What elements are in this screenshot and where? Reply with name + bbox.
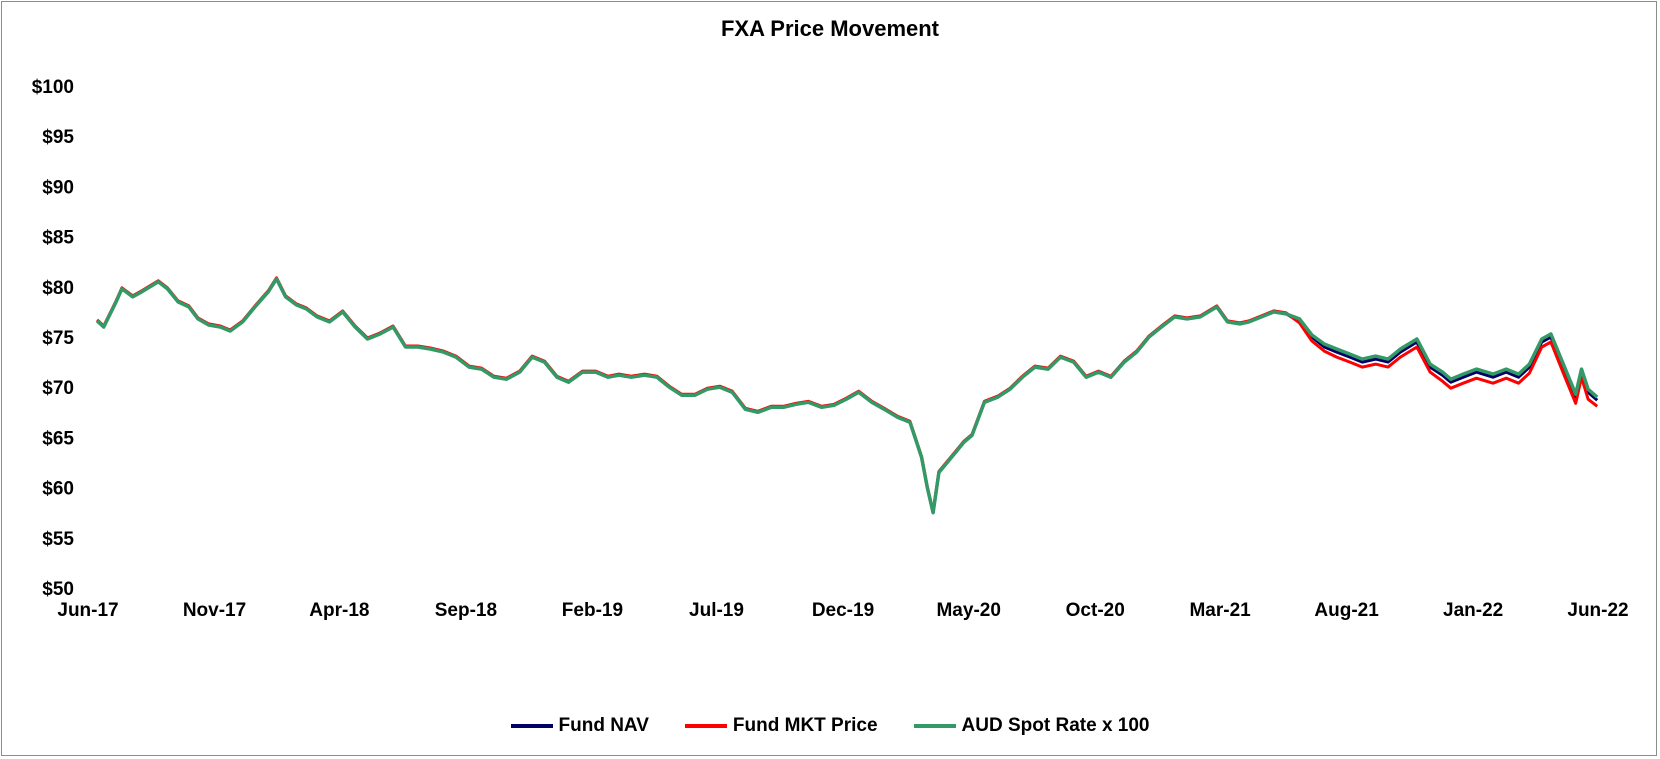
y-tick-label: $80: [42, 278, 74, 299]
legend-item: AUD Spot Rate x 100: [913, 715, 1150, 737]
legend-label: Fund MKT Price: [732, 715, 878, 736]
legend-swatch: [913, 724, 956, 728]
x-tick-label: Mar-21: [1189, 600, 1251, 621]
y-tick-label: $85: [42, 228, 74, 249]
x-tick-label: Jul-19: [689, 600, 744, 621]
x-tick-label: Oct-20: [1066, 600, 1125, 621]
y-tick-label: $100: [32, 77, 74, 98]
series-line-1: [96, 277, 1599, 515]
y-tick-label: $70: [42, 378, 74, 399]
x-tick-label: Sep-18: [435, 600, 497, 621]
y-tick-label: $65: [42, 428, 74, 449]
series-lines: [95, 276, 1599, 515]
series-line-3: [95, 277, 1599, 515]
x-tick-label: Dec-19: [812, 600, 874, 621]
series-line-2: [96, 276, 1599, 514]
chart-title: FXA Price Movement: [720, 16, 940, 41]
x-tick-label: Jun-17: [57, 600, 118, 621]
legend-label: Fund NAV: [558, 715, 649, 736]
y-tick-label: $55: [42, 529, 74, 550]
legend-label: AUD Spot Rate x 100: [961, 715, 1150, 736]
x-tick-label: Aug-21: [1314, 600, 1379, 621]
legend-swatch: [510, 724, 553, 728]
legend-swatch: [684, 724, 727, 728]
x-tick-label: Feb-19: [562, 600, 623, 621]
y-tick-label: $50: [42, 579, 74, 600]
x-tick-label: May-20: [936, 600, 1000, 621]
x-tick-label: Jan-22: [1443, 600, 1503, 621]
legend-item: Fund NAV: [510, 715, 649, 737]
x-tick-label: Jun-22: [1567, 600, 1628, 621]
y-tick-label: $60: [42, 479, 74, 500]
x-axis: Jun-17 Nov-17 Apr-18 Sep-18 Feb-19 Jul-19 Dec-…: [57, 600, 1628, 621]
legend: Fund NAV Fund MKT Price AUD Spot Rate x 10…: [0, 715, 1660, 737]
legend-item: Fund MKT Price: [684, 715, 878, 737]
line-chart: $50 $55 $60 $65 $70 $75 $80 $85 $90 $95 $100 Jun-1…: [32, 77, 1629, 621]
y-tick-label: $95: [42, 127, 74, 148]
x-tick-label: Apr-18: [309, 600, 369, 621]
y-tick-label: $90: [42, 177, 74, 198]
y-tick-label: $75: [42, 328, 74, 349]
x-tick-label: Nov-17: [183, 600, 246, 621]
y-axis: $50 $55 $60 $65 $70 $75 $80 $85 $90 $95 $100: [32, 77, 75, 600]
